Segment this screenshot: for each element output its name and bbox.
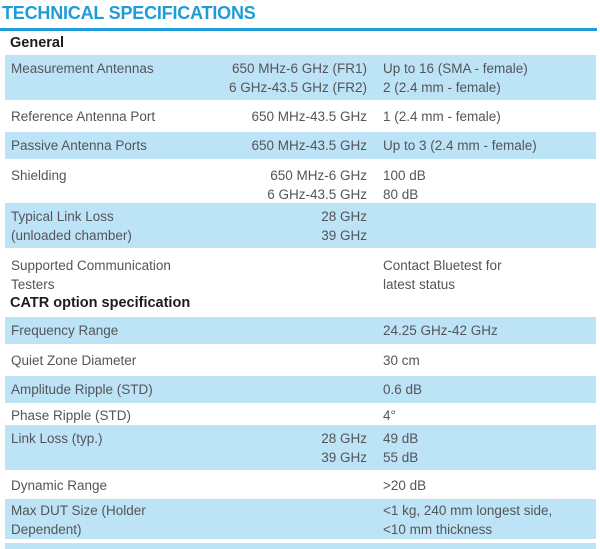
spec-row-link-loss-typ: Link Loss (typ.) 28 GHz 39 GHz 49 dB 55 … bbox=[5, 425, 596, 470]
spec-row-typical-link-loss: Typical Link Loss (unloaded chamber) 28 … bbox=[5, 203, 596, 248]
spec-condition: 650 MHz-6 GHz 6 GHz-43.5 GHz bbox=[267, 168, 367, 202]
spec-label: Measurement Antennas bbox=[11, 61, 154, 76]
page-title: TECHNICAL SPECIFICATIONS bbox=[2, 3, 256, 23]
spec-row-dynamic-range: Dynamic Range >20 dB bbox=[5, 472, 596, 498]
spec-value: Up to 16 (SMA - female) 2 (2.4 mm - fema… bbox=[383, 61, 528, 95]
spec-value: 100 dB 80 dB bbox=[383, 168, 426, 202]
spec-value: 24.25 GHz-42 GHz bbox=[383, 323, 498, 338]
spec-value: Up to 3 (2.4 mm - female) bbox=[383, 138, 537, 153]
spec-value: 1 (2.4 mm - female) bbox=[383, 109, 501, 124]
section-heading-catr: CATR option specification bbox=[10, 295, 191, 311]
spec-label: Frequency Range bbox=[11, 323, 119, 338]
spec-row-phase-ripple: Phase Ripple (STD) 4° bbox=[5, 405, 596, 425]
spec-value: Contact Bluetest for latest status bbox=[383, 258, 502, 292]
spec-label: Link Loss (typ.) bbox=[11, 431, 103, 446]
spec-value: 30 cm bbox=[383, 353, 420, 368]
spec-label: Shielding bbox=[11, 168, 67, 183]
spec-label: Quiet Zone Diameter bbox=[11, 353, 137, 368]
spec-table: Measurement Antennas 650 MHz-6 GHz (FR1)… bbox=[5, 55, 596, 549]
spec-value: 4° bbox=[383, 408, 396, 423]
spec-value: 0.6 dB bbox=[383, 382, 423, 397]
spec-row-measurement-antennas: Measurement Antennas 650 MHz-6 GHz (FR1)… bbox=[5, 55, 596, 100]
spec-value: >20 dB bbox=[383, 478, 427, 493]
spec-row-reference-antenna-port: Reference Antenna Port 650 MHz-43.5 GHz … bbox=[5, 102, 596, 130]
spec-row-shielding: Shielding 650 MHz-6 GHz 6 GHz-43.5 GHz 1… bbox=[5, 161, 596, 203]
spec-label: Typical Link Loss (unloaded chamber) bbox=[11, 209, 132, 243]
spec-label: Phase Ripple (STD) bbox=[11, 408, 132, 423]
spec-row-amplitude-ripple: Amplitude Ripple (STD) 0.6 dB bbox=[5, 376, 596, 403]
spec-row-frequency-range: Frequency Range 24.25 GHz-42 GHz bbox=[5, 317, 596, 344]
spec-label: Passive Antenna Ports bbox=[11, 138, 147, 153]
spec-label: Max DUT Size (Holder Dependent) bbox=[11, 503, 146, 537]
spec-value: 49 dB 55 dB bbox=[383, 431, 419, 465]
spec-condition: 650 MHz-43.5 GHz bbox=[251, 138, 367, 153]
spec-label: Amplitude Ripple (STD) bbox=[11, 382, 153, 397]
spec-condition: 650 MHz-6 GHz (FR1) 6 GHz-43.5 GHz (FR2) bbox=[228, 61, 367, 95]
spec-label: Dynamic Range bbox=[11, 478, 108, 493]
spec-condition: 28 GHz 39 GHz bbox=[321, 431, 367, 465]
section-heading-general: General bbox=[10, 35, 64, 51]
truncated-next-row bbox=[5, 543, 596, 549]
spec-condition: 650 MHz-43.5 GHz bbox=[251, 109, 367, 124]
title-underline bbox=[0, 28, 597, 31]
spec-condition: 28 GHz 39 GHz bbox=[321, 209, 367, 243]
spec-row-passive-antenna-ports: Passive Antenna Ports 650 MHz-43.5 GHz U… bbox=[5, 132, 596, 159]
spec-row-quiet-zone-diameter: Quiet Zone Diameter 30 cm bbox=[5, 347, 596, 374]
spec-label: Reference Antenna Port bbox=[11, 109, 156, 124]
spec-value: <1 kg, 240 mm longest side, <10 mm thick… bbox=[383, 503, 553, 537]
spec-label: Supported Communication Testers bbox=[11, 258, 171, 292]
spec-row-supported-communication-testers: Supported Communication Testers Contact … bbox=[5, 250, 596, 294]
spec-row-max-dut-size: Max DUT Size (Holder Dependent) <1 kg, 2… bbox=[5, 499, 596, 539]
